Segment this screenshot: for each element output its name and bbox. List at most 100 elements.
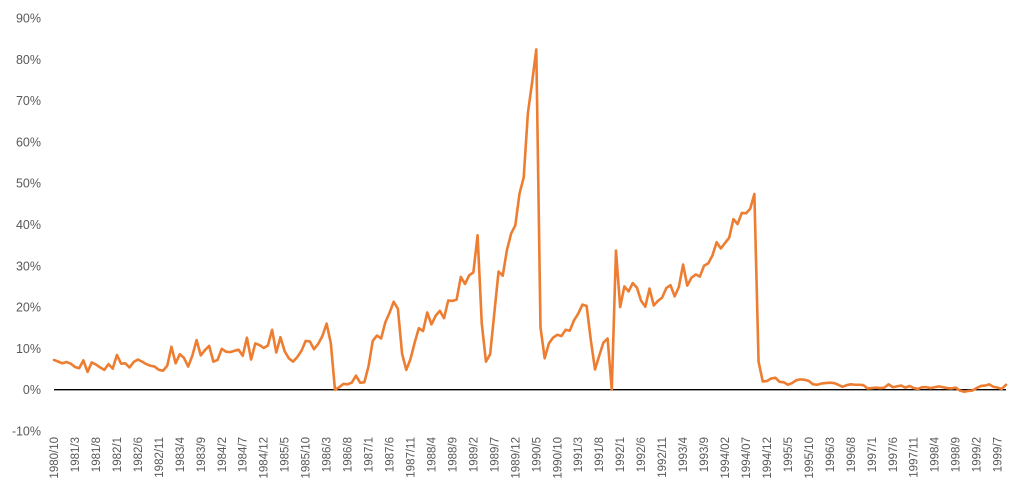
data-point [355,374,357,376]
data-point [447,299,449,301]
data-point [393,301,395,303]
x-tick-label: 1990/10 [552,437,564,479]
data-point [531,81,533,83]
data-point [137,358,139,360]
x-tick-label: 1986/3 [322,437,334,472]
data-point [917,388,919,390]
data-point [418,327,420,329]
data-point [954,386,956,388]
data-point [170,346,172,348]
data-point [346,383,348,385]
y-tick-label: -10% [12,425,41,439]
data-point [95,363,97,365]
data-point [216,359,218,361]
data-point [124,362,126,364]
data-point [204,349,206,351]
data-point [556,334,558,336]
data-point [770,377,772,379]
data-point [82,359,84,361]
data-point [212,360,214,362]
data-point [699,275,701,277]
data-point [250,358,252,360]
data-point [929,387,931,389]
data-point [657,300,659,302]
data-point [908,385,910,387]
x-tick-label: 1989/7 [489,437,501,472]
x-tick-label: 1988/9 [447,437,459,472]
data-point [627,290,629,292]
data-point [330,342,332,344]
data-point [791,382,793,384]
data-point [292,360,294,362]
data-point [426,311,428,313]
data-point [711,254,713,256]
data-point [376,334,378,336]
data-point [841,386,843,388]
x-tick-label: 1982/11 [154,437,166,478]
data-point [602,341,604,343]
series-layer [52,48,1008,394]
data-point [1001,388,1003,390]
data-point [61,362,63,364]
data-point [644,305,646,307]
data-point [967,390,969,392]
data-point [606,337,608,339]
data-point [128,366,130,368]
data-point [820,382,822,384]
x-tick-label: 1997/1 [867,437,879,472]
x-tick-label: 1992/1 [615,437,627,472]
data-point [145,363,147,365]
data-point [221,348,223,350]
y-tick-label: 40% [16,218,41,232]
x-tick-label: 1990/5 [531,437,543,472]
y-tick-label: 70% [16,94,41,108]
data-point [120,362,122,364]
data-point [53,359,55,361]
data-point [883,386,885,388]
data-point [845,384,847,386]
x-tick-label: 1997/6 [888,437,900,472]
data-point [405,369,407,371]
data-point [413,341,415,343]
y-tick-label: 20% [16,301,41,315]
y-tick-label: 30% [16,259,41,273]
data-point [636,286,638,288]
data-point [648,287,650,289]
data-point [481,322,483,324]
data-point [342,383,344,385]
data-point [632,282,634,284]
data-point [833,382,835,384]
data-point [514,224,516,226]
data-point [166,365,168,367]
data-point [942,386,944,388]
x-tick-label: 1995/5 [783,437,795,472]
x-tick-label: 1984/12 [259,437,271,479]
x-tick-label: 1985/5 [280,437,292,472]
data-point [690,277,692,279]
x-tick-label: 1994/02 [720,437,732,479]
data-point [682,263,684,265]
x-tick-label: 1982/1 [112,437,124,472]
data-point [309,340,311,342]
y-tick-label: 80% [16,53,41,67]
y-tick-label: 60% [16,135,41,149]
data-point [795,379,797,381]
y-tick-label: 50% [16,177,41,191]
data-point [887,383,889,385]
data-point [665,287,667,289]
data-point [720,247,722,249]
data-point [497,270,499,272]
data-point [502,275,504,277]
data-point [548,342,550,344]
data-point [640,300,642,302]
x-tick-label: 1994/07 [741,437,753,479]
x-tick-label: 1987/6 [385,437,397,472]
data-point [262,347,264,349]
x-tick-label: 1981/8 [91,437,103,472]
data-point [854,384,856,386]
data-point [569,329,571,331]
data-point [351,381,353,383]
x-tick-label: 1982/6 [133,437,145,472]
data-point [850,383,852,385]
data-point [611,389,613,391]
